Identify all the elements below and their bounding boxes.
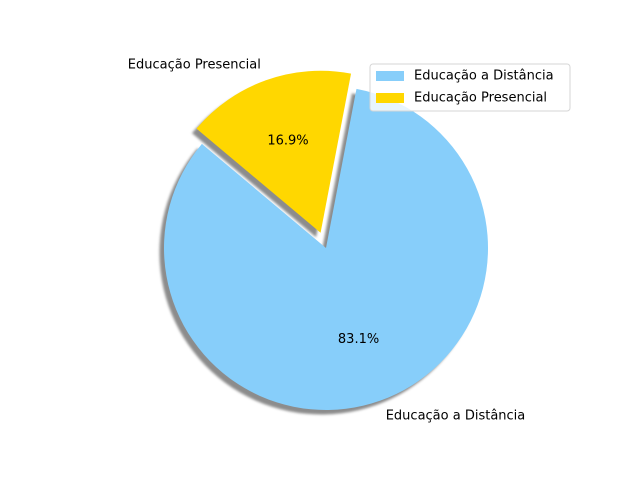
percent-label-educacao-a-distancia: 83.1%: [338, 332, 379, 347]
pie-slices: [164, 70, 489, 411]
legend-frame: [369, 63, 571, 112]
category-label-educacao-presencial: Educação Presencial: [128, 57, 261, 72]
legend-label-educacao-a-distancia: Educação a Distância: [414, 69, 554, 84]
legend-swatch-educacao-a-distancia: [376, 71, 404, 81]
legend-label-educacao-presencial: Educação Presencial: [414, 91, 547, 106]
slice-educacao-presencial: [196, 70, 352, 233]
slice-educacao-a-distancia: [164, 88, 489, 411]
category-label-educacao-a-distancia: Educação a Distância: [386, 408, 526, 423]
slice-labels: 83.1% Educação a Distância 16.9% Educação P…: [128, 57, 525, 423]
legend: Educação a Distância Educação Presencial: [369, 63, 571, 112]
percent-label-educacao-presencial: 16.9%: [267, 134, 308, 149]
legend-swatch-educacao-presencial: [376, 93, 404, 103]
